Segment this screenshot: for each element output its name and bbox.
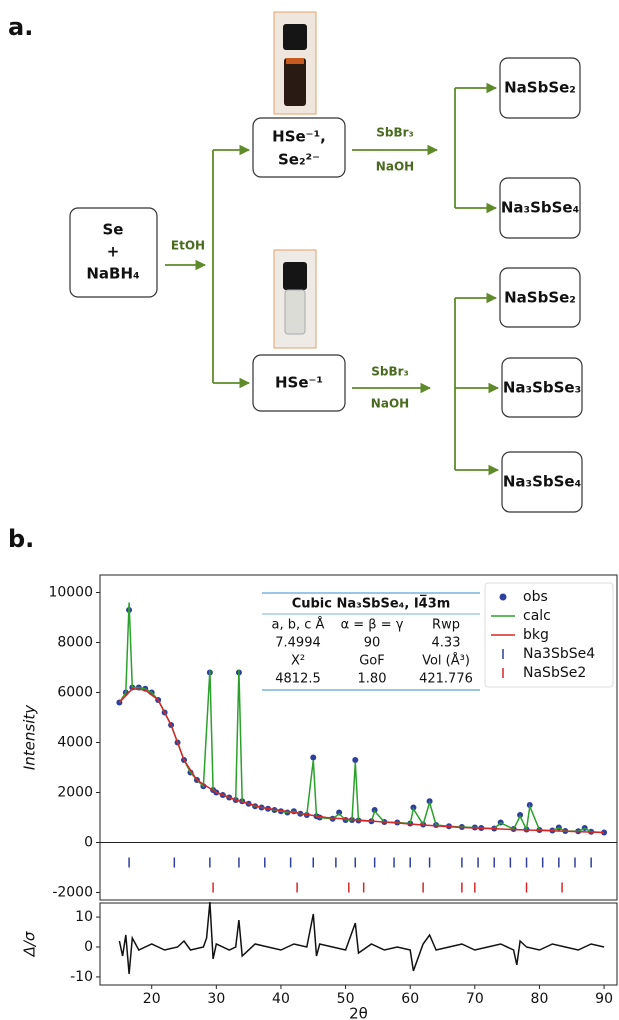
panel-label: b. bbox=[8, 525, 34, 553]
node-text: Na₃SbSe₃ bbox=[503, 379, 581, 397]
series-line bbox=[118, 902, 605, 974]
edge-label: SbBr₃ bbox=[376, 126, 414, 140]
node-text: + bbox=[107, 243, 120, 261]
y-tick-label: 6000 bbox=[57, 685, 93, 701]
y-tick-label: 0 bbox=[84, 835, 93, 851]
plot-frame bbox=[99, 902, 618, 986]
table-cell: Vol (Å³) bbox=[422, 653, 470, 669]
table-cell: α = β = γ bbox=[341, 618, 404, 633]
legend-box bbox=[484, 582, 614, 688]
node: HSe⁻¹ bbox=[252, 354, 346, 412]
table-cell: X² bbox=[291, 654, 305, 669]
y-tick-label: 2000 bbox=[57, 785, 93, 801]
edge-label: EtOH bbox=[171, 239, 205, 253]
table-title: Cubic Na₃SbSe₄, I4̅3m bbox=[292, 596, 451, 611]
obs-point bbox=[352, 757, 359, 763]
table-cell: 1.80 bbox=[358, 672, 387, 687]
node-text: NaBH₄ bbox=[86, 265, 139, 283]
x-tick-label: 60 bbox=[401, 991, 419, 1007]
node: HSe⁻¹, Se₂²⁻ bbox=[252, 117, 346, 178]
node-text: Se₂²⁻ bbox=[278, 151, 320, 169]
table-cell: 4.33 bbox=[432, 636, 461, 651]
y-tick-label: 10000 bbox=[48, 585, 93, 601]
table-cell: 4812.5 bbox=[275, 672, 321, 687]
obs-point bbox=[310, 754, 317, 761]
x-tick-label: 20 bbox=[143, 991, 161, 1007]
node-text: NaSbSe₂ bbox=[504, 289, 576, 307]
y-tick-label: 0 bbox=[84, 939, 93, 955]
x-tick-label: 50 bbox=[337, 991, 355, 1007]
y-tick-label: 4000 bbox=[57, 735, 93, 751]
edge-label: SbBr₃ bbox=[371, 365, 409, 379]
node: Na₃SbSe₃ bbox=[501, 357, 583, 418]
node-text: NaSbSe₂ bbox=[504, 79, 576, 97]
edge-label: NaOH bbox=[376, 160, 414, 174]
node-text: HSe⁻¹, bbox=[272, 128, 326, 146]
node-text: Se bbox=[103, 221, 124, 239]
legend-label: Na3SbSe4 bbox=[523, 646, 595, 662]
arrows bbox=[165, 82, 500, 476]
x-tick-label: 30 bbox=[207, 991, 225, 1007]
x-axis-label: 2θ bbox=[349, 1005, 368, 1020]
table-cell: Rwp bbox=[432, 618, 460, 633]
legend-marker bbox=[499, 593, 507, 601]
x-tick-label: 80 bbox=[531, 991, 549, 1007]
node: NaSbSe₂ bbox=[499, 57, 581, 119]
legend-label: NaSbSe2 bbox=[523, 665, 586, 681]
y-axis-label: Intensity bbox=[21, 704, 39, 770]
edge-label: NaOH bbox=[371, 397, 409, 411]
legend-label: obs bbox=[523, 589, 548, 605]
legend-label: calc bbox=[523, 608, 551, 624]
plot-frame bbox=[99, 574, 618, 901]
node-text: HSe⁻¹ bbox=[275, 374, 323, 392]
node: Na₃SbSe₄ bbox=[499, 177, 581, 239]
y-tick-label: 8000 bbox=[57, 635, 93, 651]
table-cell: 421.776 bbox=[419, 672, 473, 687]
y-tick-label: -10 bbox=[70, 969, 93, 985]
series-line bbox=[118, 688, 605, 834]
node-text: Na₃SbSe₄ bbox=[503, 473, 581, 491]
node: Se + NaBH₄ bbox=[69, 207, 158, 298]
legend-label: bkg bbox=[523, 627, 549, 643]
y-tick-label: -2000 bbox=[52, 885, 93, 901]
table-cell: 90 bbox=[364, 636, 381, 651]
table-cell: GoF bbox=[359, 654, 385, 669]
table-cell: a, b, c Å bbox=[272, 617, 325, 633]
node-text: Na₃SbSe₄ bbox=[501, 199, 579, 217]
obs-point bbox=[371, 807, 378, 813]
y-axis-label: Δ/σ bbox=[21, 931, 39, 957]
x-tick-label: 90 bbox=[595, 991, 613, 1007]
node: Na₃SbSe₄ bbox=[501, 451, 583, 513]
y-tick-label: 10 bbox=[75, 909, 93, 925]
x-tick-label: 40 bbox=[272, 991, 290, 1007]
x-tick-label: 70 bbox=[466, 991, 484, 1007]
node: NaSbSe₂ bbox=[499, 267, 581, 328]
vial-photo bbox=[273, 249, 317, 349]
vial-photo bbox=[273, 11, 317, 115]
panel-label: a. bbox=[8, 13, 33, 41]
table-cell: 7.4994 bbox=[275, 636, 321, 651]
